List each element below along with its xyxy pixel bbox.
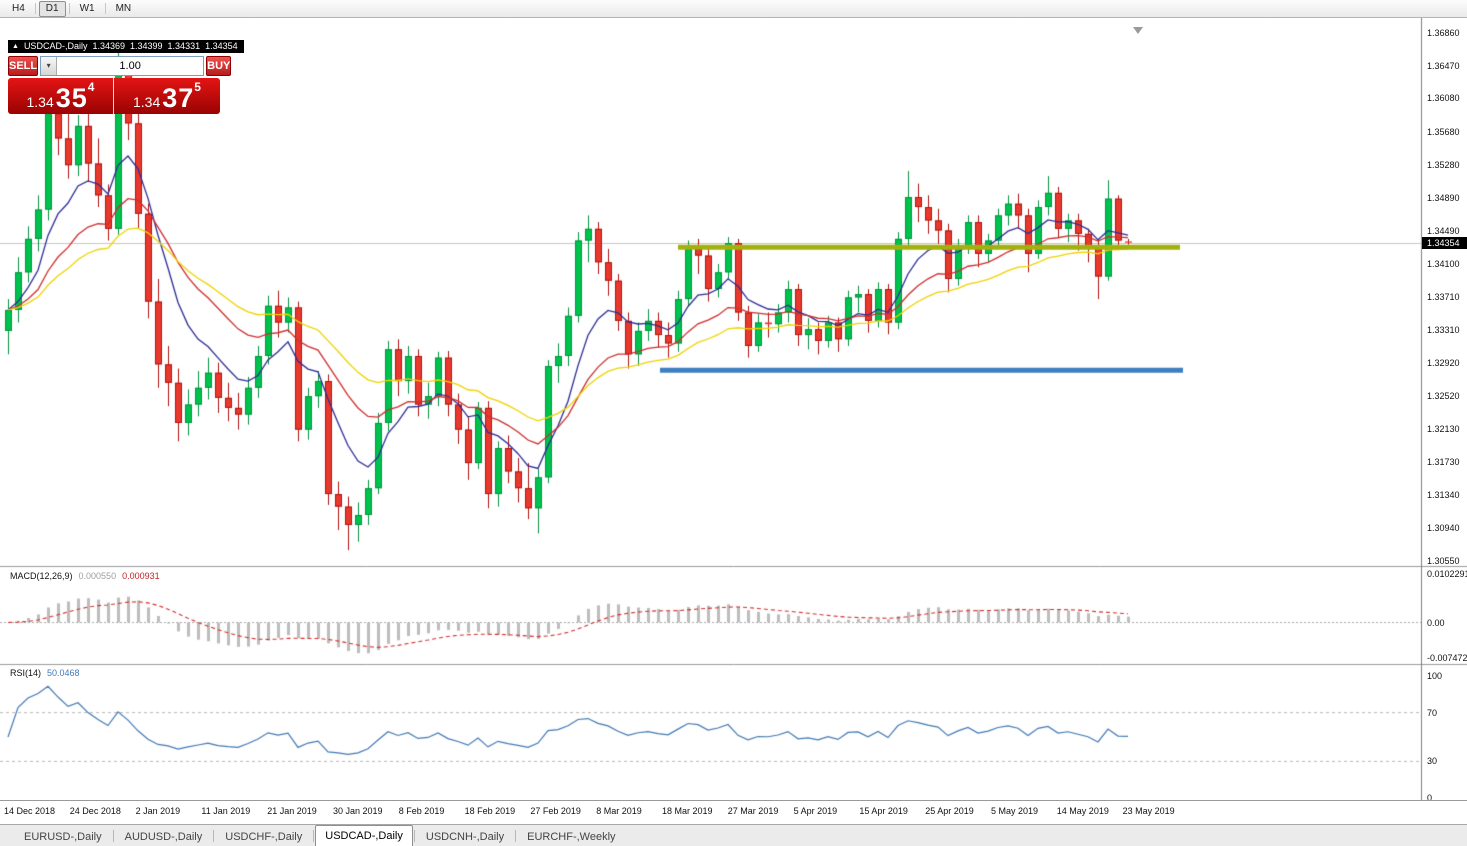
tab-separator bbox=[112, 829, 114, 842]
macd-main-value: 0.000550 bbox=[78, 571, 117, 581]
macd-label: MACD(12,26,9) 0.000550 0.000931 bbox=[10, 571, 160, 581]
chart-tab-usdcnh-daily[interactable]: USDCNH-,Daily bbox=[425, 831, 505, 843]
toolbar-separator bbox=[34, 3, 36, 14]
rsi-name: RSI(14) bbox=[10, 668, 42, 678]
date-axis-tick: 25 Apr 2019 bbox=[925, 806, 974, 816]
timeframe-button-w1[interactable]: W1 bbox=[79, 2, 95, 14]
tab-separator bbox=[515, 829, 517, 842]
ohlc-open: 1.34369 bbox=[92, 41, 125, 51]
chart-canvas[interactable] bbox=[0, 18, 1467, 800]
date-axis-tick: 15 Apr 2019 bbox=[859, 806, 908, 816]
chart-window: ▲ USDCAD-,Daily 1.34369 1.34399 1.34331 … bbox=[0, 18, 1467, 803]
date-axis-tick: 27 Mar 2019 bbox=[727, 806, 779, 816]
chart-tab-eurusd-daily[interactable]: EURUSD-,Daily bbox=[24, 831, 102, 843]
date-axis-tick: 23 May 2019 bbox=[1122, 806, 1175, 816]
date-axis-tick: 11 Jan 2019 bbox=[201, 806, 251, 816]
chart-symbol: USDCAD-,Daily bbox=[23, 41, 88, 51]
buy-price-display[interactable]: 1.34 37 5 bbox=[114, 78, 220, 114]
chart-shift-marker-icon[interactable] bbox=[1133, 27, 1143, 34]
date-axis-tick: 27 Feb 2019 bbox=[530, 806, 581, 816]
chart-tabs-bar: EURUSD-,Daily AUDUSD-,Daily USDCHF-,Daily U… bbox=[0, 824, 1467, 846]
timeframe-toolbar: H4 D1 W1 MN bbox=[0, 0, 1467, 18]
one-click-trading-panel: SELL ▾ BUY 1.34 35 4 1.34 37 5 bbox=[8, 56, 232, 114]
chart-tab-usdcad-daily[interactable]: USDCAD-,Daily bbox=[315, 825, 413, 846]
timeframe-button-h4[interactable]: H4 bbox=[12, 2, 25, 14]
sell-price-display[interactable]: 1.34 35 4 bbox=[8, 78, 114, 114]
chart-tab-eurchf-weekly[interactable]: EURCHF-,Weekly bbox=[527, 831, 616, 843]
date-axis-tick: 14 Dec 2018 bbox=[4, 806, 56, 816]
tab-separator bbox=[313, 829, 315, 842]
ohlc-high: 1.34399 bbox=[130, 41, 163, 51]
macd-name: MACD(12,26,9) bbox=[10, 571, 73, 581]
sell-button[interactable]: SELL bbox=[8, 56, 39, 76]
buy-button[interactable]: BUY bbox=[206, 56, 232, 76]
date-axis: 14 Dec 2018 24 Dec 2018 2 Jan 2019 11 Jan 2… bbox=[0, 800, 1467, 824]
chart-title: ▲ USDCAD-,Daily 1.34369 1.34399 1.34331 … bbox=[8, 40, 244, 53]
date-axis-tick: 2 Jan 2019 bbox=[135, 806, 181, 816]
toolbar-separator bbox=[104, 3, 106, 14]
collapse-arrow-icon[interactable]: ▲ bbox=[12, 42, 19, 50]
volume-control: ▾ bbox=[40, 56, 205, 76]
buy-price-point: 5 bbox=[194, 80, 201, 94]
toolbar-separator bbox=[68, 3, 70, 14]
volume-input[interactable] bbox=[57, 57, 204, 75]
date-axis-tick: 8 Feb 2019 bbox=[398, 806, 445, 816]
date-axis-tick: 30 Jan 2019 bbox=[333, 806, 383, 816]
date-axis-tick: 18 Feb 2019 bbox=[464, 806, 516, 816]
sell-price-pips: 35 bbox=[55, 83, 88, 113]
macd-signal-value: 0.000931 bbox=[122, 571, 160, 581]
volume-dropdown-button[interactable]: ▾ bbox=[41, 57, 58, 75]
date-axis-tick: 8 Mar 2019 bbox=[596, 806, 642, 816]
rsi-value: 50.0468 bbox=[47, 668, 80, 678]
chart-tab-audusd-daily[interactable]: AUDUSD-,Daily bbox=[124, 831, 203, 843]
ohlc-low: 1.34331 bbox=[167, 41, 201, 51]
chart-tab-usdchf-daily[interactable]: USDCHF-,Daily bbox=[225, 831, 303, 843]
sell-price-point: 4 bbox=[87, 80, 95, 94]
tab-separator bbox=[213, 829, 215, 842]
tab-separator bbox=[413, 829, 415, 842]
date-axis-tick: 5 Apr 2019 bbox=[793, 806, 838, 816]
date-axis-tick: 21 Jan 2019 bbox=[267, 806, 317, 816]
buy-price-base: 1.34 bbox=[133, 94, 161, 110]
date-axis-tick: 18 Mar 2019 bbox=[662, 806, 713, 816]
rsi-label: RSI(14) 50.0468 bbox=[10, 668, 80, 678]
timeframe-button-mn[interactable]: MN bbox=[115, 2, 132, 14]
timeframe-button-d1[interactable]: D1 bbox=[38, 0, 66, 17]
sell-price-base: 1.34 bbox=[26, 94, 54, 110]
buy-price-pips: 37 bbox=[162, 83, 195, 113]
date-axis-tick: 14 May 2019 bbox=[1056, 806, 1109, 816]
date-axis-tick: 5 May 2019 bbox=[991, 806, 1039, 816]
ohlc-close: 1.34354 bbox=[205, 41, 238, 51]
date-axis-tick: 24 Dec 2018 bbox=[69, 806, 121, 816]
